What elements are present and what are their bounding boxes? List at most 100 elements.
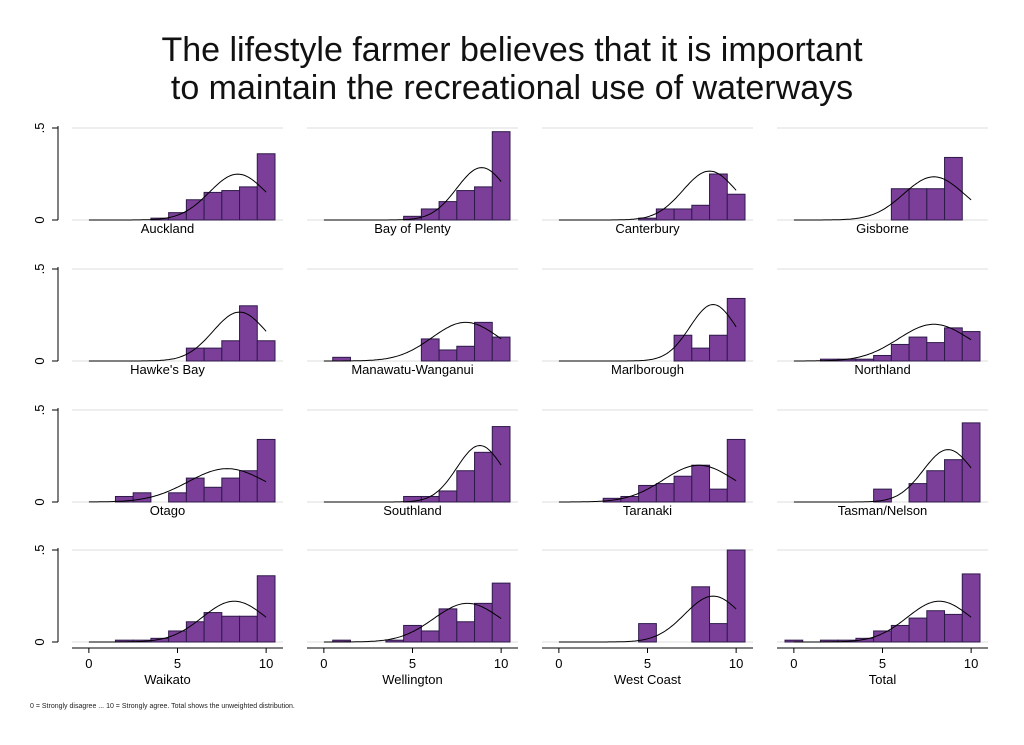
footnote: 0 = Strongly disagree ... 10 = Strongly … [30,703,295,710]
histogram-bar [239,615,258,643]
panel-label: Otago [150,503,185,518]
histogram-bar [691,586,711,643]
panel-wellington: 0 5 10 Wellington [307,549,518,687]
panel-label: Taranaki [623,503,672,518]
x-tick-label: 0 [555,656,562,671]
histogram-bar [873,488,892,503]
panel-northland: Northland [777,268,988,377]
histogram-bar [221,340,241,362]
panel-southland: Southland [307,409,518,518]
histogram-bar [474,186,493,221]
density-curve [558,464,737,503]
histogram-bar [203,612,223,643]
density-curve [88,600,267,643]
x-tick-label: 10 [964,656,978,671]
histogram-bar [673,208,693,221]
histogram-bar [256,575,276,643]
panel-label: Gisborne [856,221,909,236]
panel-label: Canterbury [615,221,680,236]
histogram-bar [709,334,728,362]
histogram-bar [438,349,458,362]
histogram-bar [221,190,241,221]
panel-label: Waikato [144,672,190,687]
panel-label: Southland [383,503,442,518]
histogram-bar [420,630,440,643]
density-curve [88,173,267,221]
panel-canterbury: Canterbury [542,127,753,236]
density-curve [323,321,502,362]
panel-label: Bay of Plenty [374,221,451,236]
histogram-bar [908,188,928,221]
chart-title-line-1: The lifestyle farmer believes that it is… [161,31,863,69]
panel-total: 0 5 10 Total [777,549,988,687]
histogram-bar [456,470,476,503]
density-curve [793,449,972,503]
panel-gisborne: Gisborne [777,127,988,236]
histogram-bar [638,484,657,503]
histogram-bar [890,343,910,362]
y-tick-label: 0 [32,357,47,364]
y-tick-label: 0 [32,638,47,645]
x-tick-label: 0 [85,656,92,671]
y-tick-label: 0 [32,216,47,223]
density-curve [323,602,502,643]
x-tick-label: 10 [494,656,508,671]
panel-label: Manawatu-Wanganui [351,362,473,377]
histogram-bar [709,488,728,503]
histogram-bar [203,347,223,362]
histogram-bar [474,451,493,503]
histogram-bar [221,615,241,643]
panel-label: Tasman/Nelson [838,503,928,518]
panel-bay-of-plenty: Bay of Plenty [307,127,518,236]
x-tick-label: 10 [259,656,273,671]
y-tick-label: .5 [32,405,47,416]
histogram-bar [944,156,963,221]
histogram-bar [474,321,493,362]
panel-taranaki: Taranaki [542,409,753,518]
panel-label: Auckland [141,221,194,236]
histogram-bar [726,297,746,362]
x-tick-label: 0 [790,656,797,671]
histogram-bar [873,354,892,362]
density-curve [793,323,972,362]
density-curve [558,595,737,643]
histogram-bar [726,193,746,221]
histogram-bar [456,345,476,362]
histogram-bar [385,639,405,643]
histogram-bar [673,475,693,503]
histogram-bar [926,342,946,362]
histogram-bar [944,459,963,503]
panel-label: Hawke's Bay [130,362,205,377]
histogram-bar [784,639,804,643]
histogram-bar [420,338,440,362]
histogram-bar [239,186,258,221]
density-curve [558,303,737,362]
panel-manawatu-wanganui: Manawatu-Wanganui [307,268,518,377]
histogram-bar [438,201,458,221]
panel-label: Wellington [382,672,442,687]
histogram-bar [908,483,928,503]
histogram-bar [961,422,981,503]
histogram-bar [239,305,258,362]
density-curve [88,311,267,362]
histogram-bar [691,347,711,362]
chart-title-line-2: to maintain the recreational use of wate… [170,69,854,107]
histogram-bar [239,470,258,503]
panel-west-coast: 0 5 10 West Coast [542,549,753,687]
histogram-bar [168,492,187,503]
panel-waikato: 0 .5 0 5 10 Waikato [32,545,283,687]
histogram-bar [655,483,675,503]
histogram-bar [256,340,276,362]
histogram-bar [855,358,875,362]
histogram-bar [890,624,910,643]
histogram-bar [491,131,511,221]
histogram-bar [474,602,493,643]
panel-tasman-nelson: Tasman/Nelson [777,409,988,518]
panel-otago: 0 .5 Otago [32,405,283,518]
histogram-bar [203,191,223,221]
y-tick-label: .5 [32,264,47,275]
panel-hawke-s-bay: 0 .5 Hawke's Bay [32,264,283,377]
x-tick-label: 5 [174,656,181,671]
histogram-bar [944,613,963,643]
